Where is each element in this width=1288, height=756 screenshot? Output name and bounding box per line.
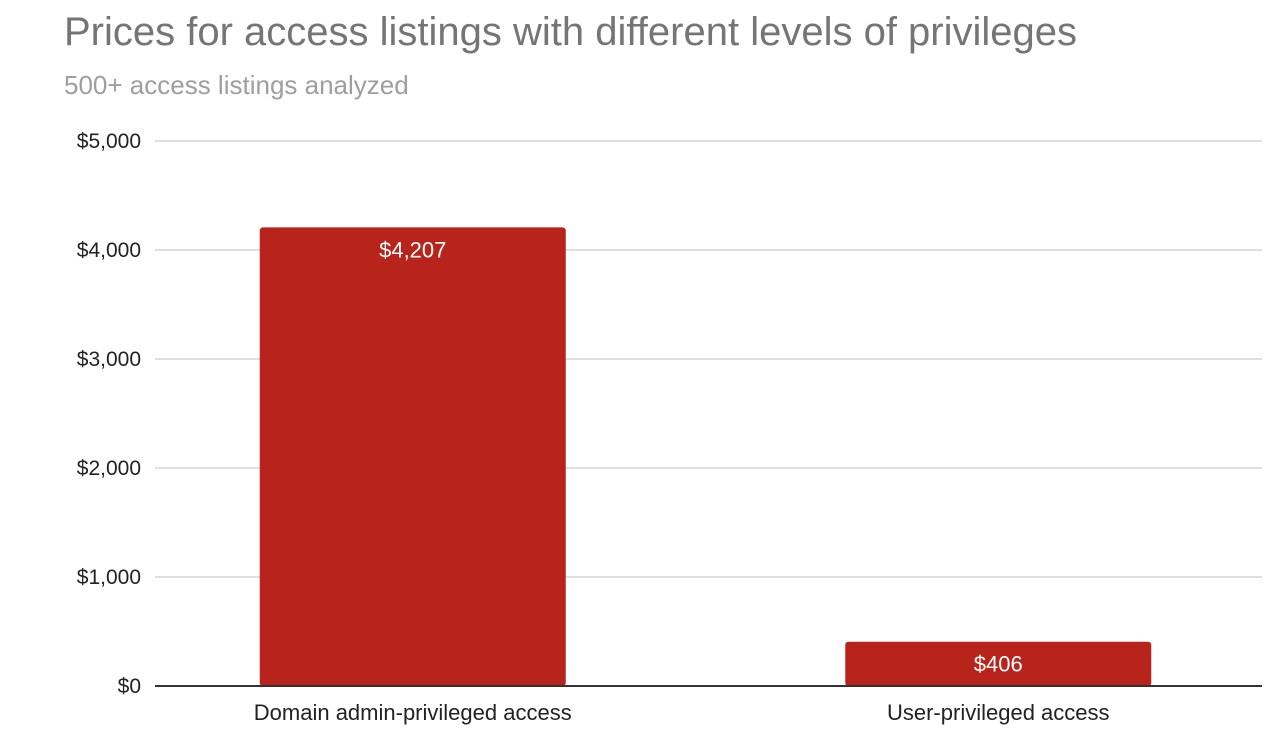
bar-data-label: $406 (974, 652, 1023, 677)
chart-title: Prices for access listings with differen… (64, 10, 1078, 54)
x-tick-label: Domain admin-privileged access (254, 700, 572, 725)
y-tick-label: $1,000 (77, 566, 141, 589)
bar (259, 227, 566, 686)
y-tick-label: $5,000 (77, 130, 141, 153)
y-tick-label: $4,000 (77, 239, 141, 262)
bar (845, 641, 1152, 686)
y-tick-label: $3,000 (77, 348, 141, 371)
bar-data-label: $4,207 (379, 237, 446, 262)
chart-subtitle: 500+ access listings analyzed (64, 70, 409, 100)
y-tick-label: $2,000 (77, 457, 141, 480)
y-tick-label: $0 (118, 675, 141, 698)
x-tick-label: User-privileged access (887, 700, 1110, 725)
